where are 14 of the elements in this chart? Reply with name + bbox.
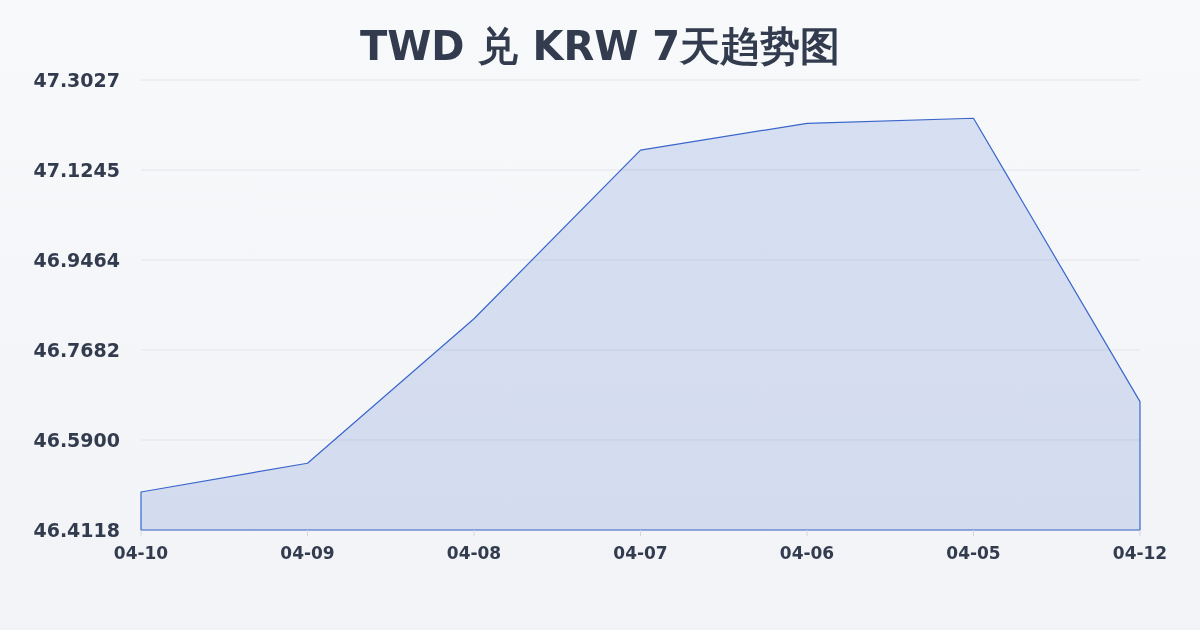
y-tick-label: 47.1245: [33, 158, 120, 181]
y-tick-label: 47.3027: [33, 68, 120, 91]
x-tick-label: 04-08: [446, 543, 502, 563]
x-tick-label: 04-07: [613, 543, 668, 563]
x-tick-label: 04-10: [113, 543, 169, 563]
x-tick-label: 04-06: [779, 543, 835, 563]
y-tick-label: 46.9464: [33, 248, 120, 271]
chart-title: TWD 兑 KRW 7天趋势图: [359, 23, 841, 69]
y-tick-label: 46.5900: [33, 428, 120, 451]
x-tick-label: 04-05: [946, 543, 1001, 563]
x-tick-label: 04-09: [280, 543, 335, 563]
y-tick-label: 46.7682: [33, 338, 120, 361]
x-tick-label: 04-12: [1112, 543, 1168, 563]
y-tick-label: 46.4118: [33, 518, 120, 541]
